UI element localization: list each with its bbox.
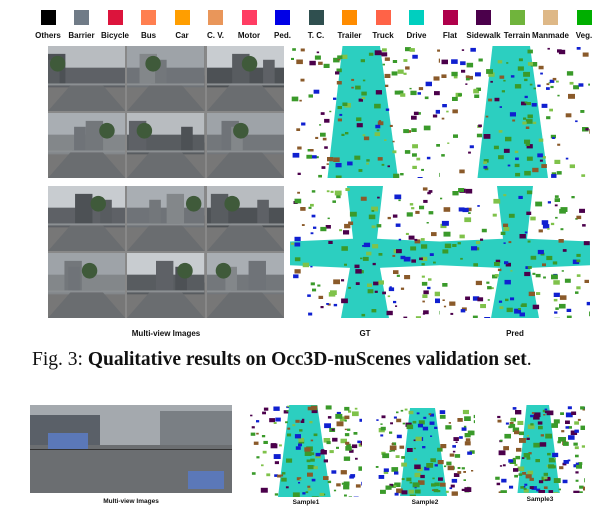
legend-label: Bus: [140, 31, 157, 40]
legend-swatch: [476, 10, 491, 25]
camera-view: [127, 186, 205, 251]
pred-occupancy-bottom: [440, 186, 590, 318]
legend-swatch: [241, 10, 257, 25]
camera-view: [206, 46, 284, 111]
legend-item: Veg.: [564, 10, 604, 40]
camera-view: [206, 186, 284, 251]
caption-multi-view: Multi-view Images: [131, 329, 201, 338]
legend-swatch: [576, 10, 592, 25]
camera-view: [206, 113, 284, 178]
caption-sample1: Sample1: [292, 499, 320, 506]
sample1-occupancy: [250, 405, 362, 497]
legend-item: Terrain: [497, 10, 537, 40]
gt-occupancy-bottom: [290, 186, 440, 318]
multi-view-images-top: [48, 46, 284, 178]
figure-caption-end: .: [526, 349, 532, 370]
legend-label: T. C.: [307, 31, 325, 40]
legend-item: Others: [28, 10, 68, 40]
caption-multi-view-2: Multi-view Images: [103, 498, 159, 505]
legend-swatch: [308, 10, 324, 25]
camera-view: [48, 253, 126, 318]
legend-item: Ped.: [263, 10, 303, 40]
caption-sample2: Sample2: [411, 499, 439, 506]
legend-label: Flat: [442, 31, 458, 40]
legend-swatch: [208, 10, 223, 25]
legend-swatch: [375, 10, 391, 25]
sample2-occupancy: [375, 408, 475, 496]
sample3-occupancy: [495, 405, 585, 493]
legend-swatch: [74, 10, 89, 25]
legend-swatch: [409, 10, 424, 25]
legend-item: Bicycle: [95, 10, 135, 40]
legend-item: Bus: [129, 10, 169, 40]
legend-swatch: [141, 10, 156, 25]
legend-item: Drive: [397, 10, 437, 40]
camera-view: [127, 253, 205, 318]
legend-label: Terrain: [503, 31, 531, 40]
legend-item: Barrier: [62, 10, 102, 40]
figure-title: Qualitative results on Occ3D-nuScenes va…: [87, 349, 527, 370]
legend-item: Sidewalk: [464, 10, 504, 40]
legend-label: Car: [175, 31, 189, 40]
legend-swatch: [174, 10, 190, 25]
caption-gt: GT: [359, 329, 371, 338]
legend-label: Veg.: [575, 31, 593, 40]
camera-view: [48, 113, 126, 178]
camera-view: [48, 186, 126, 251]
legend-item: Trailer: [330, 10, 370, 40]
camera-view: [127, 113, 205, 178]
camera-view: [48, 46, 126, 111]
legend-item: Motor: [229, 10, 269, 40]
legend-label: Motor: [237, 31, 261, 40]
legend-item: Flat: [430, 10, 470, 40]
multi-view-panorama: [30, 405, 232, 493]
figure-caption: Fig. 3: Qualitative results on Occ3D-nuS…: [32, 348, 610, 372]
legend-swatch: [543, 10, 558, 25]
legend-item: T. C.: [296, 10, 336, 40]
legend-label: C. V.: [206, 31, 225, 40]
legend-swatch: [275, 10, 290, 25]
gt-occupancy-top: [290, 46, 440, 178]
legend-item: Truck: [363, 10, 403, 40]
caption-pred: Pred: [506, 329, 524, 338]
legend-item: Manmade: [531, 10, 571, 40]
legend-label: Truck: [372, 31, 394, 40]
camera-view: [206, 253, 284, 318]
legend-label: Trailer: [337, 31, 362, 40]
class-legend: Others Barrier Bicycle Bus Car C. V. Motor Ped.…: [35, 10, 610, 50]
caption-sample3: Sample3: [526, 496, 554, 503]
figure-number: Fig. 3:: [32, 349, 88, 370]
legend-swatch: [107, 10, 123, 25]
legend-item: Car: [162, 10, 202, 40]
camera-view: [127, 46, 205, 111]
legend-label: Barrier: [68, 31, 95, 40]
legend-swatch: [342, 10, 357, 25]
legend-label: Ped.: [274, 31, 291, 40]
legend-label: Drive: [406, 31, 427, 40]
pred-occupancy-top: [440, 46, 590, 178]
legend-item: C. V.: [196, 10, 236, 40]
legend-swatch: [40, 10, 56, 25]
legend-label: Others: [35, 31, 61, 40]
legend-label: Bicycle: [100, 31, 130, 40]
legend-swatch: [509, 10, 525, 25]
multi-view-images-bottom: [48, 186, 284, 318]
legend-swatch: [442, 10, 458, 25]
legend-label: Manmade: [532, 31, 569, 40]
legend-label: Sidewalk: [466, 31, 501, 40]
